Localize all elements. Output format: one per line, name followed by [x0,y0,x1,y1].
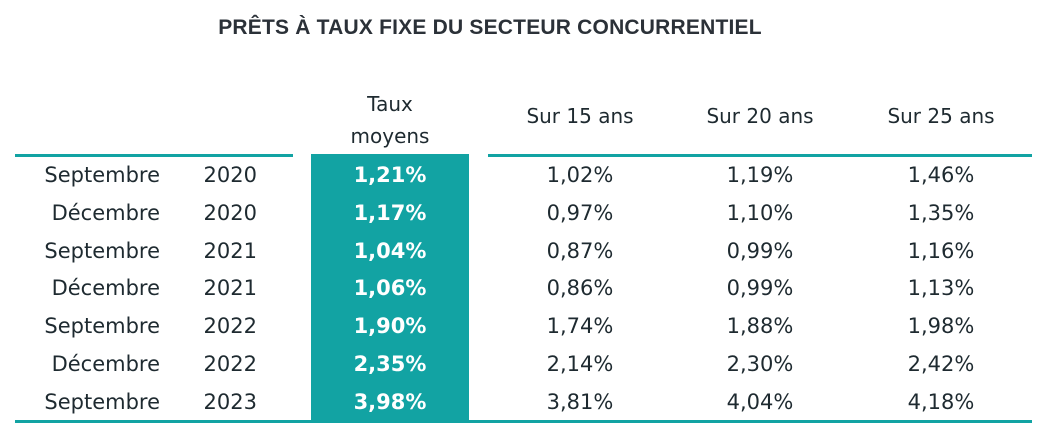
table-row: Septembre 2020 1,21% 1,02% 1,19% 1,46% [0,156,1047,194]
cell-year: 2023 [203,389,257,414]
cell-rate-25-years: 2,42% [907,352,975,376]
cell-rate-20-years: 0,99% [726,238,794,263]
cell-average-rate: 2,35% [353,352,427,376]
table-row: Décembre 2021 1,06% 0,86% 0,99% 1,13% [0,269,1047,307]
cell-month: Décembre [51,276,160,301]
table-row: Septembre 2022 1,90% 1,74% 1,88% 1,98% [0,307,1047,345]
cell-rate-25-years: 1,13% [907,276,975,301]
table-row: Décembre 2020 1,17% 0,97% 1,10% 1,35% [0,194,1047,232]
table-row: Décembre 2022 2,35% 2,14% 2,30% 2,42% [0,345,1047,383]
cell-average-rate: 3,98% [353,389,427,414]
cell-rate-15-years: 2,14% [546,352,614,376]
cell-year: 2022 [203,352,257,376]
cell-average-rate: 1,21% [353,163,427,187]
table-row: Septembre 2023 3,98% 3,81% 4,04% 4,18% [0,383,1047,421]
cell-rate-20-years: 2,30% [726,352,794,376]
header-average-rate-line-1: Taux [367,92,413,116]
cell-rate-25-years: 1,98% [907,314,975,339]
cell-month: Septembre [44,389,160,414]
cell-year: 2020 [203,163,257,187]
cell-average-rate: 1,06% [353,276,427,301]
table-row: Septembre 2021 1,04% 0,87% 0,99% 1,16% [0,232,1047,270]
cell-rate-15-years: 3,81% [546,389,614,414]
header-average-rate-line-2: moyens [350,124,430,148]
cell-rate-15-years: 1,02% [546,163,614,187]
cell-year: 2022 [203,314,257,339]
header-25-years: Sur 25 ans [887,104,995,128]
cell-rate-25-years: 1,16% [907,238,975,263]
header-average-rate: Taux moyens [311,88,469,152]
cell-average-rate: 1,04% [353,238,427,263]
bottom-rule [15,420,1032,423]
cell-rate-25-years: 1,46% [907,163,975,187]
cell-month: Décembre [51,200,160,225]
cell-month: Septembre [44,163,160,187]
average-rate-column-highlight [311,154,469,423]
cell-year: 2021 [203,238,257,263]
header-15-years: Sur 15 ans [526,104,634,128]
cell-rate-15-years: 0,86% [546,276,614,301]
cell-rate-20-years: 1,19% [726,163,794,187]
header-20-years: Sur 20 ans [706,104,814,128]
table-title: PRÊTS À TAUX FIXE DU SECTEUR CONCURRENTI… [218,16,762,39]
cell-rate-25-years: 1,35% [907,200,975,225]
cell-month: Septembre [44,314,160,339]
cell-rate-20-years: 1,88% [726,314,794,339]
cell-year: 2021 [203,276,257,301]
cell-rate-20-years: 1,10% [726,200,794,225]
cell-month: Décembre [51,352,160,376]
cell-rate-15-years: 0,87% [546,238,614,263]
cell-rate-20-years: 4,04% [726,389,794,414]
cell-year: 2020 [203,200,257,225]
cell-rate-15-years: 1,74% [546,314,614,339]
header-rule-left [15,154,293,157]
cell-average-rate: 1,17% [353,200,427,225]
cell-rate-25-years: 4,18% [907,389,975,414]
cell-rate-15-years: 0,97% [546,200,614,225]
cell-rate-20-years: 0,99% [726,276,794,301]
cell-average-rate: 1,90% [353,314,427,339]
header-rule-right [488,154,1032,157]
cell-month: Septembre [44,238,160,263]
